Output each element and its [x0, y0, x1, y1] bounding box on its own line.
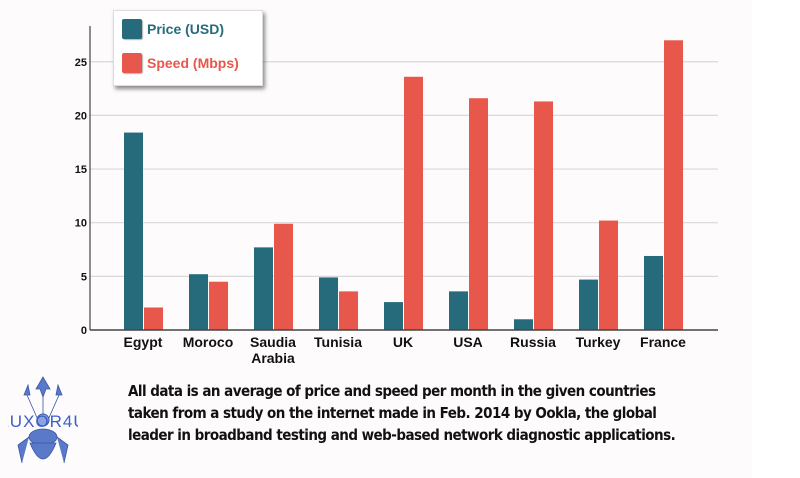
x-tick-label: Moroco — [183, 334, 234, 350]
y-tick-label: 15 — [75, 164, 87, 176]
bar-price — [319, 277, 338, 330]
legend-item-speed: Speed (Mbps) — [122, 53, 239, 73]
bar-speed — [144, 307, 163, 330]
x-tick-label: Egypt — [124, 334, 163, 350]
caption: All data is an average of price and spee… — [128, 380, 676, 446]
bar-speed — [599, 220, 618, 330]
y-tick-label: 0 — [81, 325, 87, 337]
caption-line: taken from a study on the internet made … — [128, 404, 657, 422]
x-tick-label: France — [640, 334, 686, 350]
bar-speed — [664, 40, 683, 330]
y-tick-label: 20 — [75, 110, 87, 122]
x-tick-label: Tunisia — [314, 334, 362, 350]
bar-price — [189, 274, 208, 330]
logo-text: LUXOR4U — [8, 412, 78, 431]
bar-price — [384, 302, 403, 330]
bar-speed — [404, 76, 423, 330]
bar-price — [449, 291, 468, 330]
legend-swatch-speed — [122, 53, 142, 73]
y-tick-label: 5 — [81, 271, 87, 283]
x-tick-label: Saudia Arabia — [250, 334, 296, 366]
legend-label-price: Price (USD) — [147, 21, 225, 37]
y-tick-label: 10 — [75, 218, 87, 230]
bar-speed — [339, 291, 358, 330]
bar-price — [579, 279, 598, 330]
bar-price — [644, 255, 663, 330]
bar-price — [254, 247, 273, 330]
legend: Price (USD) Speed (Mbps) — [113, 10, 263, 86]
legend-swatch-price — [122, 19, 142, 39]
bar-speed — [534, 101, 553, 331]
legend-label-speed: Speed (Mbps) — [147, 55, 239, 71]
x-tick-label: Russia — [510, 334, 556, 350]
x-tick-label: Turkey — [576, 334, 621, 350]
bar-speed — [274, 223, 293, 330]
bar-price — [514, 319, 533, 330]
bar-price — [124, 132, 143, 330]
x-tick-label: USA — [453, 334, 483, 350]
y-tick-label: 25 — [75, 57, 87, 69]
caption-line: leader in broadband testing and web-base… — [128, 426, 676, 444]
x-tick-label: UK — [393, 334, 413, 350]
bar-speed — [209, 281, 228, 330]
legend-item-price: Price (USD) — [122, 19, 224, 39]
luxor4u-logo: LUXOR4U — [8, 376, 78, 464]
bar-speed — [469, 98, 488, 331]
caption-line: All data is an average of price and spee… — [128, 382, 656, 400]
